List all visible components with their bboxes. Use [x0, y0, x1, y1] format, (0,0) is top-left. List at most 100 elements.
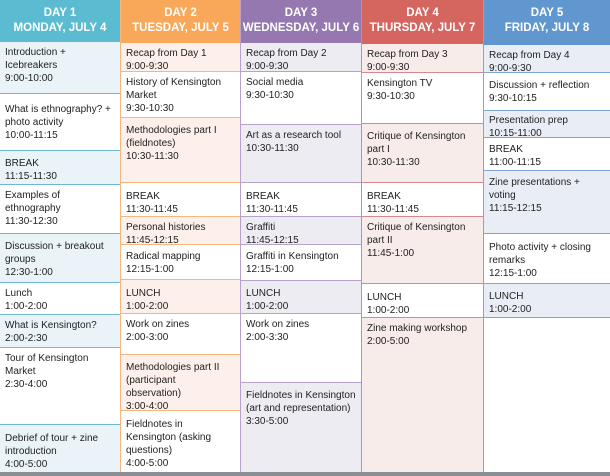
day-date: FRIDAY, JULY 8 [504, 22, 590, 34]
session-cell: Discussion + reflection 9:30-10:15 [484, 73, 610, 111]
session-cell: Tour of Kensington Market 2:30-4:00 [0, 348, 120, 425]
session-time: 11:30-11:45 [367, 204, 419, 215]
day-3-header: DAY 3 WEDNESDAY, JULY 6 [241, 0, 361, 43]
session-title: Personal histories [126, 222, 206, 233]
session-cell: Zine presentations + voting 11:15-12:15 [484, 171, 610, 234]
session-time: 11:30-12:30 [5, 216, 58, 227]
day-label: DAY 4 [406, 7, 439, 19]
session-time: 12:15-1:00 [489, 268, 537, 279]
session-title: Recap from Day 4 [489, 50, 570, 61]
session-title: What is ethnography? + photo activity [5, 104, 111, 128]
session-time: 9:00-9:30 [367, 62, 410, 73]
session-title: BREAK [5, 158, 39, 169]
session-cell: What is ethnography? + photo activity 10… [0, 94, 120, 151]
day-4-column: DAY 4 THURSDAY, JULY 7 Recap from Day 3 … [361, 0, 484, 473]
session-title: BREAK [489, 144, 523, 155]
day-5-header: DAY 5 FRIDAY, JULY 8 [484, 0, 610, 45]
session-title: LUNCH [489, 291, 524, 302]
session-time: 11:15-11:30 [5, 171, 57, 182]
session-time: 10:30-11:30 [126, 151, 179, 162]
session-time: 1:00-2:00 [246, 301, 289, 312]
session-time: 11:30-11:45 [246, 204, 298, 215]
session-time: 3:00-4:00 [126, 401, 169, 412]
session-cell: Recap from Day 1 9:00-9:30 [121, 43, 240, 72]
session-title: Art as a research tool [246, 130, 342, 141]
session-cell: Recap from Day 4 9:00-9:30 [484, 45, 610, 74]
session-cell-break: BREAK 11:15-11:30 [0, 151, 120, 185]
bottom-border [0, 472, 610, 476]
session-title: History of Kensington Market [126, 77, 222, 101]
session-cell: Critique of Kensington part I 10:30-11:3… [362, 124, 483, 183]
session-time: 4:00-5:00 [5, 459, 48, 470]
session-title: What is Kensington? [5, 320, 97, 331]
session-time: 9:30-10:30 [246, 90, 294, 101]
session-cell: History of Kensington Market 9:30-10:30 [121, 72, 240, 118]
session-cell-break: BREAK 11:30-11:45 [362, 183, 483, 217]
day-date: THURSDAY, JULY 7 [369, 22, 476, 34]
session-title: Photo activity + closing remarks [489, 242, 591, 266]
session-title: Work on zines [246, 319, 310, 330]
session-title: Methodologies part II (participant obser… [126, 362, 220, 399]
session-title: Recap from Day 3 [367, 49, 448, 60]
session-title: Discussion + reflection [489, 80, 590, 91]
session-time: 11:30-11:45 [126, 204, 178, 215]
session-title: Fieldnotes in Kensington (art and repres… [246, 390, 356, 414]
session-time: 9:30-10:30 [126, 103, 174, 114]
session-time: 10:30-11:30 [246, 143, 299, 154]
session-title: Critique of Kensington part II [367, 222, 466, 246]
session-title: Introduction + Icebreakers [5, 47, 66, 71]
session-cell: What is Kensington? 2:00-2:30 [0, 315, 120, 348]
session-time: 12:15-1:00 [246, 264, 294, 275]
session-cell: Art as a research tool 10:30-11:30 [241, 125, 361, 183]
day-date: MONDAY, JULY 4 [13, 22, 107, 34]
session-time: 2:00-5:00 [367, 336, 410, 347]
session-cell-lunch: Lunch 1:00-2:00 [0, 283, 120, 315]
session-title: Recap from Day 1 [126, 48, 207, 59]
session-title: Graffiti [246, 222, 276, 233]
session-cell-lunch: LUNCH 1:00-2:00 [362, 284, 483, 318]
session-title: Critique of Kensington part I [367, 131, 466, 155]
session-title: BREAK [126, 191, 160, 202]
session-cell: Introduction + Icebreakers 9:00-10:00 [0, 42, 120, 94]
session-cell: Kensington TV 9:30-10:30 [362, 73, 483, 124]
session-cell: Work on zines 2:00-3:00 [121, 314, 240, 355]
session-cell: Photo activity + closing remarks 12:15-1… [484, 234, 610, 284]
session-cell: Critique of Kensington part II 11:45-1:0… [362, 217, 483, 284]
session-cell-lunch: LUNCH 1:00-2:00 [121, 280, 240, 314]
session-time: 1:00-2:00 [126, 301, 169, 312]
session-title: Social media [246, 77, 304, 88]
session-title: Lunch [5, 288, 33, 299]
session-title: Discussion + breakout groups [5, 241, 104, 265]
session-title: Zine making workshop [367, 323, 468, 334]
session-time: 9:00-10:00 [5, 73, 53, 84]
session-cell-break: BREAK 11:30-11:45 [241, 183, 361, 217]
session-time: 3:30-5:00 [246, 416, 289, 427]
session-time: 11:45-1:00 [367, 248, 415, 259]
session-time: 2:30-4:00 [5, 379, 48, 390]
session-cell: Discussion + breakout groups 12:30-1:00 [0, 234, 120, 283]
session-time: 10:30-11:30 [367, 157, 420, 168]
session-cell: Methodologies part II (participant obser… [121, 355, 240, 412]
session-cell: Social media 9:30-10:30 [241, 72, 361, 125]
session-title: Fieldnotes in Kensington (asking questio… [126, 419, 212, 456]
day-date: WEDNESDAY, JULY 6 [242, 22, 360, 34]
session-cell: Personal histories 11:45-12:15 [121, 217, 240, 246]
session-cell: Methodologies part I (fieldnotes) 10:30-… [121, 118, 240, 183]
session-title: Radical mapping [126, 251, 201, 262]
session-time: 10:00-11:15 [5, 130, 58, 141]
day-1-header: DAY 1 MONDAY, JULY 4 [0, 0, 120, 42]
session-time: 2:00-3:30 [246, 332, 289, 343]
session-cell: Radical mapping 12:15-1:00 [121, 245, 240, 280]
session-time: 11:00-11:15 [489, 157, 541, 168]
session-cell: Presentation prep 10:15-11:00 [484, 111, 610, 139]
session-cell: Work on zines 2:00-3:30 [241, 314, 361, 383]
session-time: 1:00-2:00 [5, 301, 48, 312]
session-title: LUNCH [246, 288, 281, 299]
session-time: 2:00-3:00 [126, 332, 169, 343]
session-time: 9:30-10:15 [489, 93, 537, 104]
session-title: LUNCH [126, 288, 161, 299]
session-cell: Recap from Day 2 9:00-9:30 [241, 43, 361, 72]
session-cell-lunch: LUNCH 1:00-2:00 [241, 281, 361, 314]
day-3-column: DAY 3 WEDNESDAY, JULY 6 Recap from Day 2… [240, 0, 361, 473]
session-time: 12:30-1:00 [5, 267, 53, 278]
